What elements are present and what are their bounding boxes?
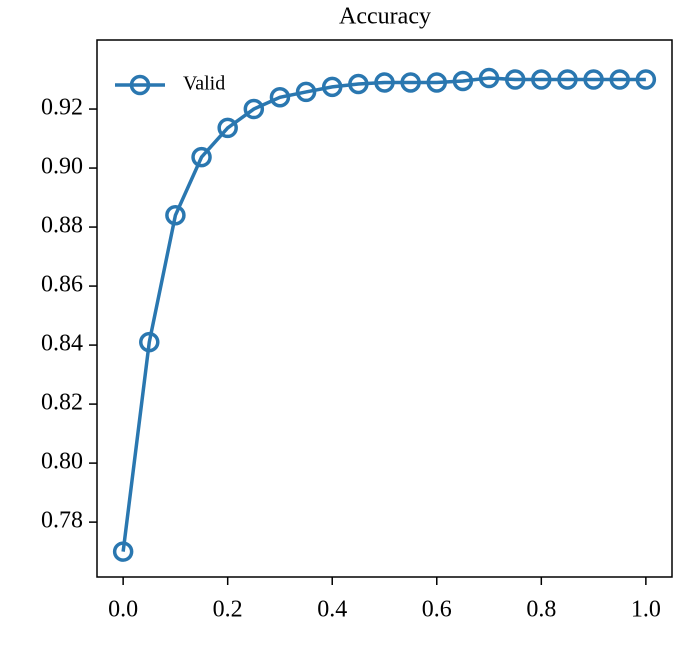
data-point: [295, 81, 317, 103]
x-tick-label: 0.2: [213, 597, 243, 623]
plot-frame: [96, 39, 673, 578]
data-point: [426, 72, 448, 93]
y-tick-label: 0.80: [41, 449, 83, 475]
x-tick-label: 0.4: [317, 597, 347, 623]
data-point: [191, 146, 212, 168]
legend-label: Valid: [183, 73, 225, 95]
data-point: [531, 69, 552, 90]
data-point: [400, 72, 421, 93]
data-point: [217, 117, 238, 139]
data-point: [348, 73, 369, 95]
data-point: [504, 69, 526, 90]
data-point: [452, 70, 474, 92]
x-tick-label: 0.8: [526, 597, 556, 623]
y-tick-label: 0.90: [41, 154, 83, 180]
data-point: [583, 69, 604, 90]
y-tick-label: 0.92: [41, 95, 83, 121]
data-point: [321, 76, 343, 98]
data-point: [478, 67, 500, 89]
data-point: [139, 331, 160, 353]
data-point: [609, 69, 630, 90]
data-point: [243, 98, 265, 120]
x-tick-label: 1.0: [631, 597, 661, 623]
data-point: [374, 72, 395, 93]
y-tick-label: 0.84: [41, 331, 83, 357]
y-tick-label: 0.88: [41, 213, 83, 239]
y-tick-label: 0.86: [41, 272, 83, 298]
y-tick-label: 0.78: [41, 508, 83, 534]
data-point: [165, 205, 186, 226]
x-tick-label: 0.0: [108, 597, 138, 623]
data-point: [269, 86, 291, 108]
chart-title: Accuracy: [339, 4, 431, 30]
x-tick-label: 0.6: [422, 597, 452, 623]
legend-marker: [129, 74, 151, 96]
y-tick-label: 0.82: [41, 390, 83, 416]
data-point: [557, 69, 578, 90]
data-point: [112, 541, 134, 562]
data-point: [635, 69, 657, 90]
